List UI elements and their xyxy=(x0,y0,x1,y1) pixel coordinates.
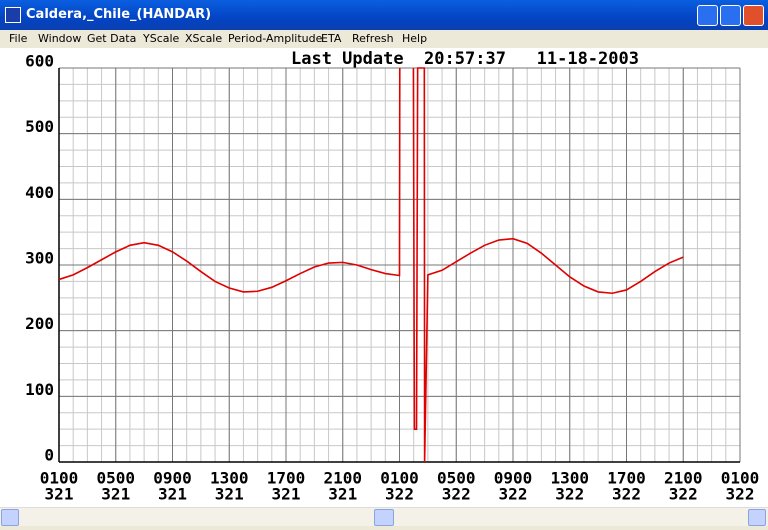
last-update: Last Update 20:57:37 11-18-2003 xyxy=(291,49,639,69)
y-tick-label: 500 xyxy=(25,117,54,136)
menu-item[interactable]: ETA xyxy=(321,32,342,45)
chart: Last Update 20:57:37 11-18-2003 01002003… xyxy=(0,48,768,507)
x-tick-label: 1300 xyxy=(210,469,249,488)
menu-item[interactable]: XScale xyxy=(185,32,223,45)
menu-item[interactable]: YScale xyxy=(143,32,180,45)
x-tick-day: 321 xyxy=(101,485,130,504)
title-bar: Caldera,_Chile_(HANDAR) xyxy=(0,0,768,30)
window-title: Caldera,_Chile_(HANDAR) xyxy=(26,7,212,22)
y-tick-label: 0 xyxy=(44,446,54,465)
x-tick-label: 0900 xyxy=(153,469,192,488)
x-tick-label: 1700 xyxy=(267,469,306,488)
x-tick-label: 1300 xyxy=(550,469,589,488)
maximize-button[interactable] xyxy=(720,5,741,26)
x-tick-label: 0900 xyxy=(494,469,533,488)
tide-line xyxy=(58,67,684,463)
x-tick-label: 2100 xyxy=(323,469,362,488)
x-tick-day: 321 xyxy=(272,485,301,504)
menu-item[interactable]: Refresh xyxy=(352,32,394,45)
scroll-thumb[interactable] xyxy=(374,509,394,526)
x-tick-label: 1700 xyxy=(607,469,646,488)
x-tick-day: 322 xyxy=(385,485,414,504)
x-tick-day: 321 xyxy=(158,485,187,504)
menu-bar: File Window Get Data YScale XScale Period-Amp… xyxy=(0,30,768,48)
menu-item[interactable]: Window xyxy=(38,32,82,45)
y-tick-label: 400 xyxy=(25,183,54,202)
menu-item[interactable]: Get Data xyxy=(87,32,137,45)
x-tick-label: 0100 xyxy=(721,469,760,488)
y-tick-label: 200 xyxy=(25,314,54,333)
x-tick-day: 322 xyxy=(726,485,755,504)
y-tick-label: 600 xyxy=(25,52,54,71)
menu-item[interactable]: File xyxy=(9,32,28,45)
chart-background xyxy=(0,48,768,507)
x-tick-day: 321 xyxy=(215,485,244,504)
close-button[interactable] xyxy=(743,5,764,26)
x-tick-label: 2100 xyxy=(664,469,703,488)
menu-item[interactable]: Help xyxy=(402,32,428,45)
x-tick-day: 322 xyxy=(669,485,698,504)
minimize-button[interactable] xyxy=(697,5,718,26)
menu-item[interactable]: Period-Amplitude xyxy=(228,32,323,45)
x-tick-label: 0100 xyxy=(40,469,79,488)
x-tick-day: 322 xyxy=(555,485,584,504)
x-tick-label: 0500 xyxy=(437,469,476,488)
horizontal-scrollbar[interactable] xyxy=(0,507,768,526)
x-tick-label: 0500 xyxy=(96,469,135,488)
y-tick-label: 100 xyxy=(25,380,54,399)
x-tick-label: 0100 xyxy=(380,469,419,488)
x-tick-day: 322 xyxy=(442,485,471,504)
scroll-left[interactable] xyxy=(1,509,19,526)
x-tick-day: 321 xyxy=(328,485,357,504)
x-tick-day: 322 xyxy=(612,485,641,504)
app-icon xyxy=(5,7,21,23)
x-tick-day: 322 xyxy=(499,485,528,504)
scroll-right[interactable] xyxy=(748,509,766,526)
x-tick-day: 321 xyxy=(45,485,74,504)
y-tick-label: 300 xyxy=(25,249,54,268)
